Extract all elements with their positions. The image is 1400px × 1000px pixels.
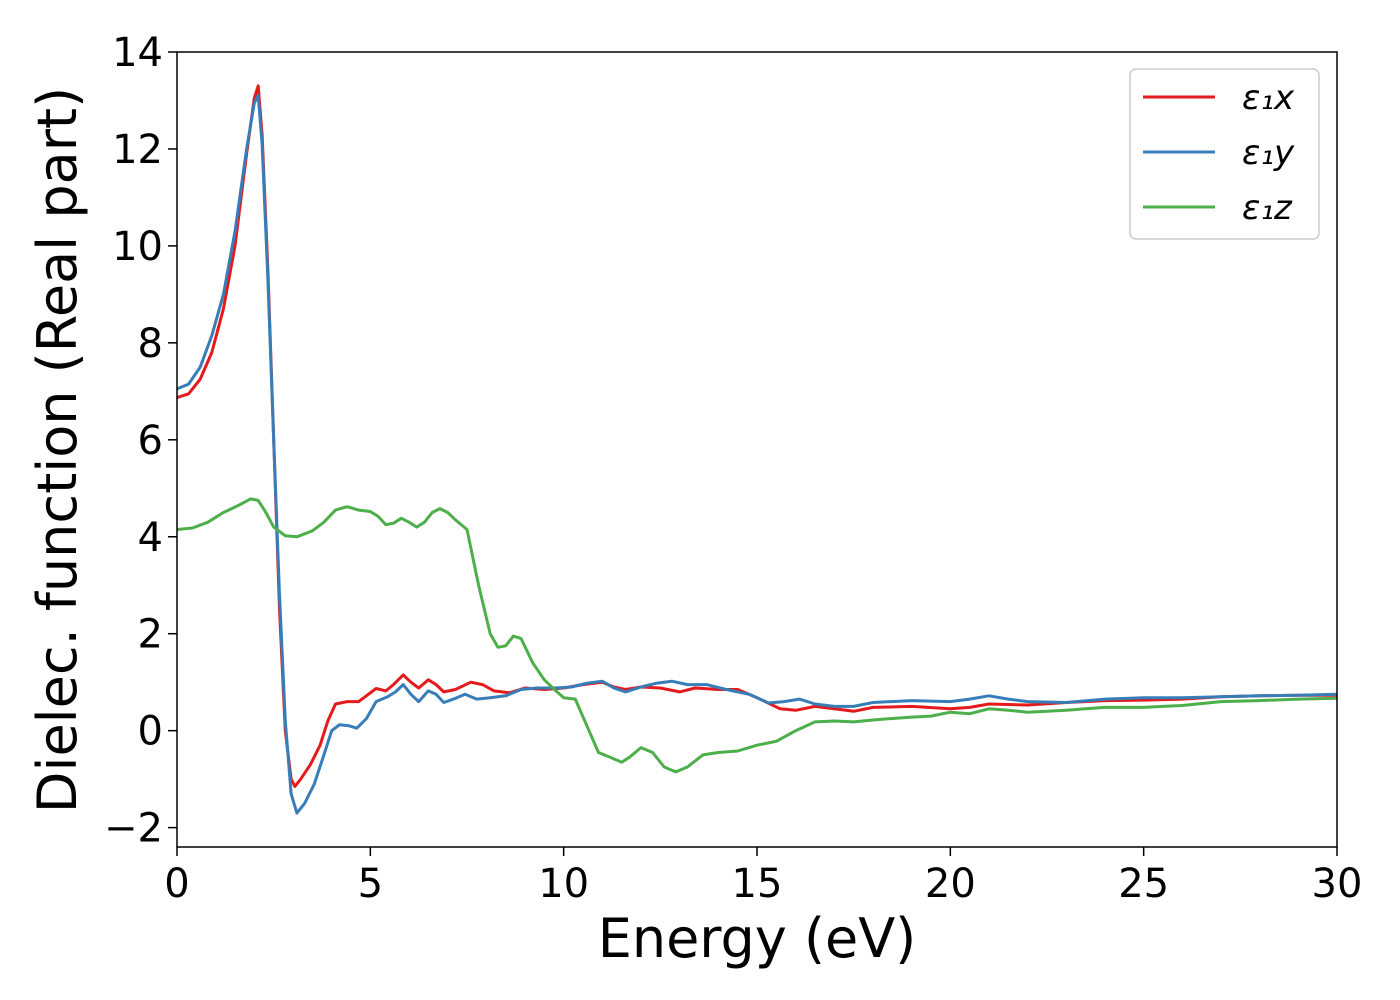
legend-box	[1129, 68, 1320, 240]
series-layer	[177, 84, 1337, 815]
y-axis-title: Dielec. function (Real part)	[26, 87, 89, 813]
y-tick-label: 14	[112, 30, 163, 76]
y-tick-label: 4	[138, 515, 163, 561]
x-tick-label: 0	[164, 861, 189, 907]
y-tick-label: 0	[138, 709, 163, 755]
legend-entries: ε₁x ε₁y ε₁z	[1143, 78, 1295, 228]
legend: ε₁x ε₁y ε₁z	[1129, 68, 1320, 240]
y-tick-label: 12	[112, 127, 163, 173]
y-tick-label: 6	[138, 418, 163, 464]
y-axis: −2 0 2 4 6 8 10 12 14	[104, 30, 177, 852]
y-tick-label: 10	[112, 224, 163, 270]
y-tick-label: 8	[138, 321, 163, 367]
x-axis: 0 5 10 15 20 25 30	[164, 847, 1362, 907]
series-line-2	[177, 94, 1337, 815]
x-tick-label: 5	[358, 861, 383, 907]
x-tick-label: 15	[732, 861, 783, 907]
series-line-3	[177, 497, 1337, 774]
legend-label: ε₁x	[1242, 78, 1295, 118]
legend-label: ε₁z	[1242, 188, 1293, 228]
y-tick-label: −2	[104, 806, 163, 852]
legend-label: ε₁y	[1242, 133, 1295, 173]
x-tick-label: 10	[538, 861, 589, 907]
x-tick-label: 30	[1312, 861, 1363, 907]
y-tick-label: 2	[138, 612, 163, 658]
x-tick-label: 20	[925, 861, 976, 907]
x-axis-title: Energy (eV)	[598, 907, 917, 970]
x-tick-label: 25	[1118, 861, 1169, 907]
